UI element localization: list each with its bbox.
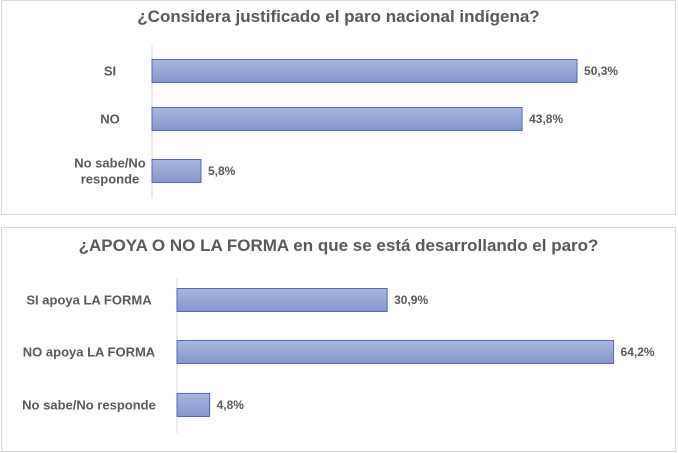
data-label-forma-1: 30,9%: [394, 293, 428, 307]
bar-chart-justificado: 50,3% SI 43,8% NO 5,8% No sabe/No responde: [74, 46, 618, 198]
data-label-justificado-3: 5,8%: [208, 164, 236, 178]
category-label-forma-1: SI apoya LA FORMA: [26, 293, 152, 308]
chart-title-justificado: ¿Considera justificado el paro nacional …: [137, 7, 540, 26]
category-label-forma-3: No sabe/No responde: [22, 398, 156, 413]
bar-forma-2: [176, 340, 615, 364]
data-label-forma-3: 4,8%: [217, 398, 245, 412]
chart-panel-forma: ¿APOYA O NO LA FORMA en que se está desa…: [1, 227, 676, 452]
bar-justificado-1: [151, 59, 578, 83]
data-label-justificado-2: 43,8%: [529, 112, 563, 126]
category-label-forma-2: NO apoya LA FORMA: [23, 345, 156, 360]
chart-title-forma: ¿APOYA O NO LA FORMA en que se está desa…: [78, 236, 599, 255]
category-label-justificado-2: NO: [100, 112, 120, 127]
category-label-justificado-1: SI: [104, 64, 116, 79]
data-label-justificado-1: 50,3%: [584, 64, 618, 78]
category-label-justificado-3: No sabe/No responde: [74, 156, 146, 187]
bar-justificado-3: [151, 159, 202, 183]
bar-chart-forma: 30,9% SI apoya LA FORMA 64,2% NO apoya LA F…: [22, 278, 655, 433]
bar-forma-1: [176, 288, 388, 312]
chart-panel-justificado: ¿Considera justificado el paro nacional …: [1, 0, 676, 215]
bar-forma-3: [176, 393, 211, 417]
data-label-forma-2: 64,2%: [621, 345, 655, 359]
bar-justificado-2: [151, 107, 523, 131]
